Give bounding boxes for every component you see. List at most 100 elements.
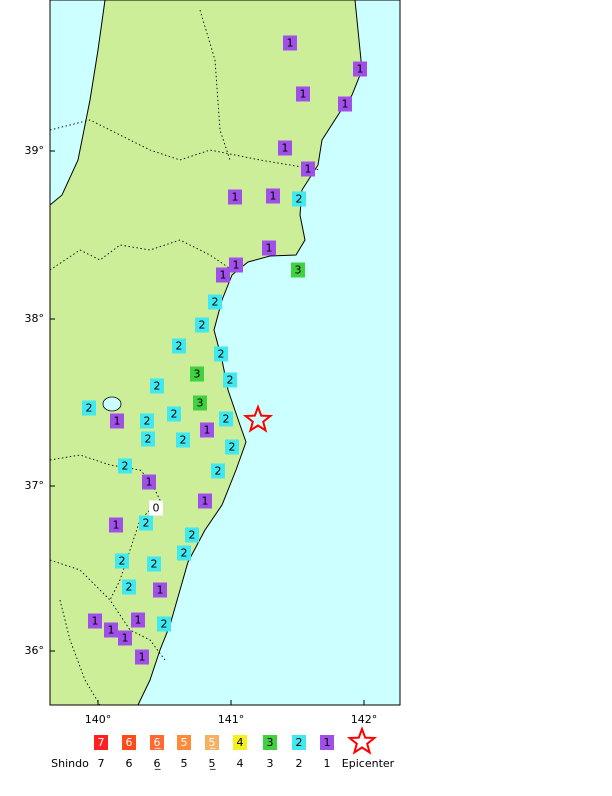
station-intensity: 2 — [215, 465, 222, 478]
station-intensity: 1 — [220, 269, 227, 282]
station-box — [157, 616, 171, 632]
station-box — [214, 346, 228, 362]
legend-title: Shindo — [51, 757, 89, 770]
station-box — [118, 458, 132, 474]
station-box — [115, 553, 129, 569]
station-box — [109, 517, 123, 533]
station-box — [200, 422, 214, 438]
station-intensity: 1 — [146, 476, 153, 489]
legend-star — [346, 726, 378, 755]
station-intensity: 2 — [145, 433, 152, 446]
station-intensity: 2 — [227, 374, 234, 387]
station-box — [177, 545, 191, 561]
legend-label: 5̄ — [181, 757, 188, 770]
station-box — [262, 240, 276, 256]
station-intensity: 2 — [86, 402, 93, 415]
station-box — [195, 317, 209, 333]
station-intensity: 2 — [119, 555, 126, 568]
legend-label: 2 — [296, 757, 303, 770]
legend-box-label: 2 — [296, 736, 303, 749]
station-intensity: 3 — [194, 368, 201, 381]
station-intensity: 2 — [218, 348, 225, 361]
station-box — [266, 188, 280, 204]
legend-box — [233, 735, 247, 750]
station-box — [291, 262, 305, 278]
station-intensity: 1 — [342, 98, 349, 111]
station-intensity: 2 — [181, 547, 188, 560]
station-box — [110, 413, 124, 429]
station-box — [353, 61, 367, 77]
station-intensity: 2 — [143, 517, 150, 530]
legend-label: 6̄ — [126, 757, 133, 770]
station-box — [88, 613, 102, 629]
station-intensity: 2 — [126, 581, 133, 594]
station-intensity: 2 — [176, 340, 183, 353]
legend-box — [94, 735, 108, 750]
station-intensity: 2 — [199, 319, 206, 332]
station-box — [141, 431, 155, 447]
legend-label: 4 — [237, 757, 244, 770]
station-intensity: 1 — [108, 624, 115, 637]
legend-epicenter: Epicenter — [342, 757, 395, 770]
station-box — [211, 463, 225, 479]
legend-label: 6̲ — [154, 757, 162, 770]
station-intensity: 2 — [171, 408, 178, 421]
station-box — [229, 257, 243, 273]
station-box — [216, 267, 230, 283]
legend-box-label: 6̄ — [126, 736, 133, 749]
legend-label: 5̲ — [209, 757, 217, 770]
station-intensity: 3 — [197, 397, 204, 410]
legend-box — [263, 735, 277, 750]
station-intensity: 2 — [229, 441, 236, 454]
legend-box-label: 4 — [237, 736, 244, 749]
station-intensity: 1 — [282, 142, 289, 155]
station-box — [140, 413, 154, 429]
station-intensity: 0 — [153, 502, 160, 515]
station-box — [219, 411, 233, 427]
station-box — [82, 400, 96, 416]
land — [50, 0, 363, 705]
station-intensity: 2 — [223, 413, 230, 426]
lon-label: 140° — [85, 713, 112, 726]
station-box — [228, 189, 242, 205]
lon-label: 142° — [351, 713, 378, 726]
station-box — [185, 527, 199, 543]
legend-box-label: 5̄ — [181, 736, 188, 749]
station-box — [193, 395, 207, 411]
map-area — [50, 0, 400, 705]
epicenter-star — [242, 404, 274, 433]
station-box — [147, 556, 161, 572]
station-box — [208, 294, 222, 310]
legend-box — [122, 735, 136, 750]
legend-box-label: 5̲ — [209, 736, 217, 749]
station-box — [223, 372, 237, 388]
legend-box — [205, 735, 219, 750]
station-box — [139, 515, 153, 531]
station-box — [167, 406, 181, 422]
station-intensity: 1 — [135, 614, 142, 627]
station-box — [149, 500, 163, 516]
station-box — [150, 378, 164, 394]
station-box — [142, 474, 156, 490]
lat-label: 37° — [25, 479, 45, 492]
station-box — [176, 432, 190, 448]
station-intensity: 1 — [270, 190, 277, 203]
station-intensity: 2 — [122, 460, 129, 473]
legend-box — [320, 735, 334, 750]
station-box — [104, 622, 118, 638]
station-intensity: 1 — [202, 495, 209, 508]
legend-label: 3 — [267, 757, 274, 770]
legend-label: 7 — [98, 757, 105, 770]
station-intensity: 1 — [114, 415, 121, 428]
lat-label: 36° — [25, 644, 45, 657]
station-box — [278, 140, 292, 156]
lon-label: 141° — [218, 713, 245, 726]
station-intensity: 2 — [161, 618, 168, 631]
station-box — [190, 366, 204, 382]
station-box — [296, 86, 310, 102]
station-intensity: 1 — [287, 37, 294, 50]
station-intensity: 1 — [139, 651, 146, 664]
legend-label: 1 — [324, 757, 331, 770]
station-intensity: 1 — [204, 424, 211, 437]
